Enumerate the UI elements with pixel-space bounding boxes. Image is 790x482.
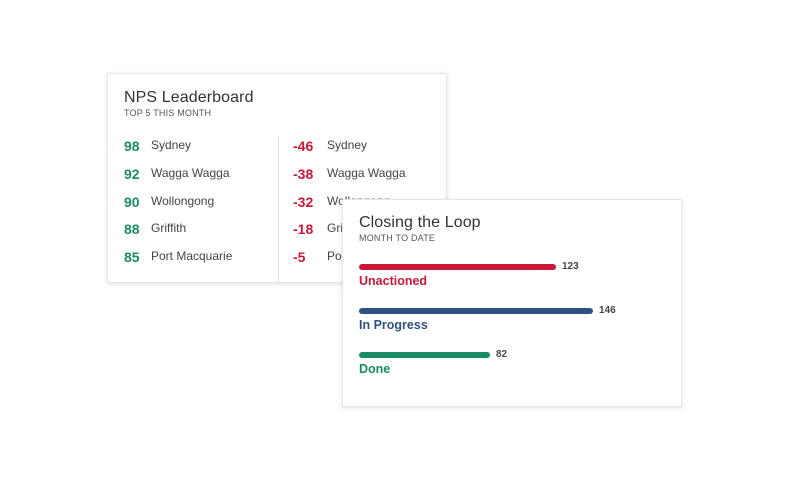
nps-score: -18 — [293, 221, 314, 238]
nps-score: -46 — [293, 138, 314, 154]
nps-score: 85 — [124, 249, 140, 266]
city-name: Griffith — [151, 221, 187, 236]
city-name: Port Macquarie — [151, 249, 233, 264]
progress-bar — [359, 308, 593, 314]
nps-score: 90 — [124, 193, 140, 210]
nps-score: -5 — [293, 249, 306, 266]
city-name: Wagga Wagga — [151, 165, 230, 180]
progress-bar — [359, 264, 556, 270]
item-count: 82 — [496, 349, 508, 360]
city-name: Wollongong — [151, 193, 215, 208]
leaderboard-subtitle: TOP 5 THIS MONTH — [124, 108, 212, 118]
item-label: In Progress — [359, 318, 428, 332]
leaderboard-title: NPS Leaderboard — [124, 89, 254, 106]
item-label: Done — [359, 362, 391, 376]
item-count: 146 — [599, 305, 616, 316]
nps-score: 92 — [124, 165, 140, 182]
nps-score: -32 — [293, 193, 314, 210]
loop-item-in-progress[interactable]: 146 In Progress — [359, 305, 659, 341]
column-divider — [278, 136, 279, 283]
nps-score: 98 — [124, 138, 140, 154]
loop-bar-row: 123 — [359, 261, 659, 273]
item-label: Unactioned — [359, 274, 428, 288]
loop-item-done[interactable]: 82 Done — [359, 349, 659, 385]
city-name: Sydney — [327, 138, 368, 152]
closing-the-loop-card: Closing the Loop MONTH TO DATE 123 Unact… — [342, 199, 682, 407]
nps-score: 88 — [124, 221, 140, 238]
progress-bar — [359, 352, 490, 358]
item-count: 123 — [562, 261, 579, 272]
city-name: Sydney — [151, 138, 192, 152]
loop-bar-row: 82 — [359, 349, 659, 361]
closing-loop-title: Closing the Loop — [359, 214, 481, 231]
closing-loop-subtitle: MONTH TO DATE — [359, 233, 436, 243]
city-name: Wagga Wagga — [327, 165, 406, 180]
nps-score: -38 — [293, 165, 314, 182]
loop-bar-row: 146 — [359, 305, 659, 317]
loop-item-unactioned[interactable]: 123 Unactioned — [359, 261, 659, 297]
